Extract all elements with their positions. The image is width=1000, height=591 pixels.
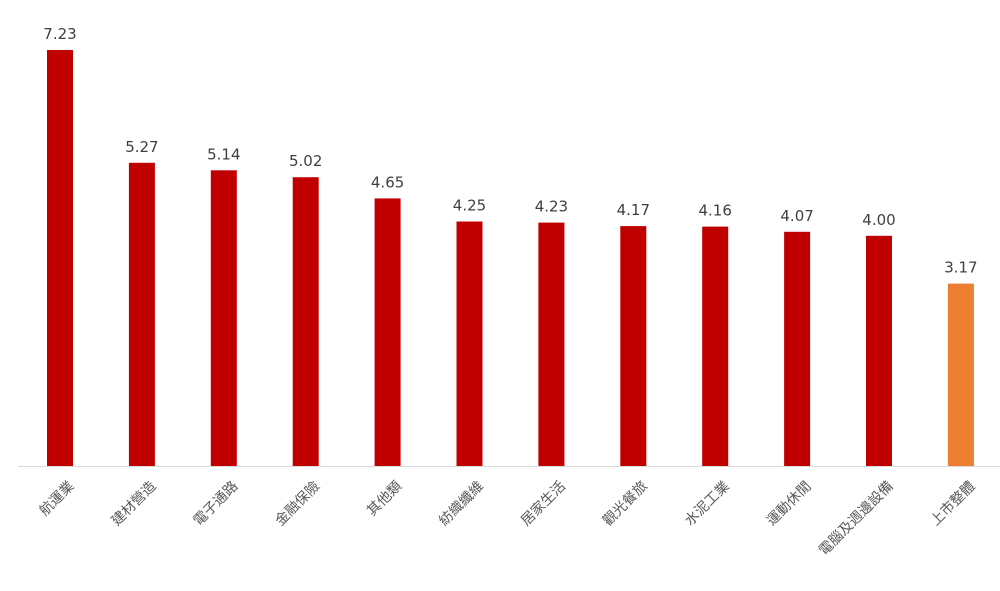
category-label-2: 建材營造 [109,478,160,529]
bar-2 [128,162,155,467]
data-label-1: 7.23 [43,25,76,43]
data-label-2: 5.27 [125,138,158,156]
bar-5 [374,198,401,466]
data-label-8: 4.17 [617,201,650,219]
data-label-11: 4.00 [862,211,895,229]
category-label-5: 其他類 [364,478,405,519]
bar-12 [947,283,974,466]
category-labels-group: 航運業 建材營造 電子通路 金融保險 其他類 紡織纖維 居家生活 觀光餐旅 水泥工業 運動休閒 電腦… [37,478,979,559]
value-labels-group: 7.23 5.27 5.14 5.02 4.65 4.25 4.23 4.17 4.16 4.07… [43,25,977,277]
bar-9 [702,226,729,466]
category-label-11: 電腦及週邊設備 [816,478,897,559]
category-label-4: 金融保險 [272,478,323,529]
bar-7 [538,222,565,466]
data-label-9: 4.16 [698,202,731,220]
data-label-7: 4.23 [535,198,568,216]
data-label-3: 5.14 [207,145,240,163]
bar-8 [620,226,647,466]
category-label-7: 居家生活 [517,478,569,530]
bar-3 [210,170,237,467]
data-label-6: 4.25 [453,197,486,215]
category-label-9: 水泥工業 [682,478,733,529]
bar-6 [456,221,483,466]
data-label-12: 3.17 [944,259,977,277]
data-label-5: 4.65 [371,173,404,191]
category-label-12: 上市整體 [927,478,979,530]
category-label-6: 紡織纖維 [436,478,487,529]
category-label-10: 運動休閒 [764,478,815,529]
data-label-4: 5.02 [289,152,322,170]
bar-10 [784,231,811,466]
bar-4 [292,177,319,466]
category-label-1: 航運業 [37,478,78,519]
bar-11 [866,235,892,466]
bar-1 [47,50,73,466]
bars-group [47,50,974,467]
data-label-10: 4.07 [780,207,813,225]
category-label-3: 電子通路 [191,478,242,529]
category-label-8: 觀光餐旅 [600,478,651,529]
